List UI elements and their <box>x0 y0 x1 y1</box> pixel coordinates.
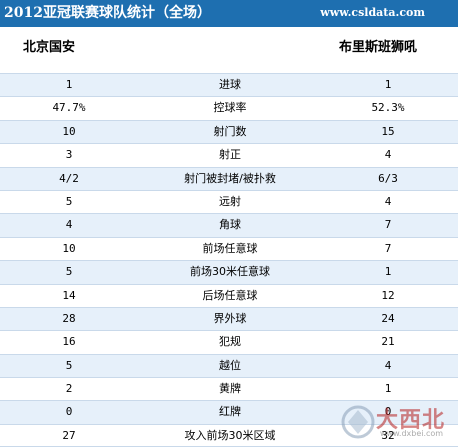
stat-label: 角球 <box>219 218 241 232</box>
table-row: 28 界外球 24 <box>0 306 458 331</box>
right-value: 21 <box>381 335 395 349</box>
right-value: 12 <box>381 288 395 302</box>
stat-label: 射正 <box>219 148 241 162</box>
left-value: 5 <box>65 358 73 372</box>
table-row: 2 黄牌 1 <box>0 377 458 400</box>
table-row: 47.7% 控球率 52.3% <box>0 96 458 119</box>
right-value: 7 <box>384 241 392 255</box>
stat-label: 犯规 <box>219 335 241 349</box>
stat-label: 进球 <box>219 78 241 91</box>
right-value: 24 <box>381 311 395 325</box>
stat-label: 黄牌 <box>219 382 241 396</box>
watermark-url: www.dxbei.com <box>380 429 444 438</box>
table-row: 10 前场任意球 7 <box>0 236 458 260</box>
right-value: 7 <box>384 218 392 232</box>
stat-label: 控球率 <box>213 101 247 115</box>
watermark-emblem-icon <box>341 405 375 439</box>
watermark-text: 大西北 <box>376 408 446 433</box>
left-value: 27 <box>62 428 76 442</box>
right-value: 4 <box>384 148 392 162</box>
table-row: 5 远射 4 <box>0 189 458 213</box>
left-value: 10 <box>62 124 76 138</box>
left-value: 5 <box>65 194 73 208</box>
right-value: 1 <box>384 78 392 91</box>
right-value: 1 <box>384 382 392 396</box>
table-row: 5 前场30米任意球 1 <box>0 260 458 284</box>
right-value: 15 <box>381 124 395 138</box>
team-right-name: 布里斯班狮吼 <box>339 40 418 55</box>
left-value: 16 <box>62 335 76 349</box>
table-row: 10 射门数 15 <box>0 119 458 144</box>
stat-label: 射门被封堵/被扑救 <box>184 171 276 185</box>
watermark-logo: 大西北 www.dxbei.com <box>340 402 452 440</box>
right-value: 4 <box>384 358 392 372</box>
stat-label: 攻入前场30米区域 <box>184 428 276 442</box>
stat-label: 越位 <box>219 358 241 372</box>
left-value: 14 <box>62 288 76 302</box>
table-row: 14 后场任意球 12 <box>0 283 458 307</box>
stats-table: 1 进球 1 47.7% 控球率 52.3% 10 射门数 15 3 射正 4 4/2 射门被封堵/被扑救… <box>0 73 458 447</box>
stat-label: 后场任意球 <box>202 288 258 302</box>
table-row: 4 角球 7 <box>0 213 458 237</box>
left-value: 10 <box>62 241 76 255</box>
left-value: 3 <box>65 148 73 162</box>
stat-label: 红牌 <box>219 405 241 419</box>
right-value: 52.3% <box>371 101 405 115</box>
right-value: 4 <box>384 194 392 208</box>
stat-label: 界外球 <box>213 311 247 325</box>
left-value: 4/2 <box>59 171 79 185</box>
left-value: 4 <box>65 218 73 232</box>
stat-label: 射门数 <box>213 124 247 138</box>
table-row: 16 犯规 21 <box>0 330 458 353</box>
right-value: 32 <box>381 428 395 442</box>
page-title: 2012亚冠联赛球队统计（全场） <box>4 5 211 21</box>
table-row: 4/2 射门被封堵/被扑救 6/3 <box>0 166 458 190</box>
stat-label: 前场30米任意球 <box>190 265 270 279</box>
left-value: 5 <box>65 265 73 279</box>
left-value: 0 <box>65 405 73 419</box>
left-value: 1 <box>65 78 73 91</box>
team-left-name: 北京国安 <box>23 40 76 55</box>
table-row: 5 越位 4 <box>0 353 458 378</box>
right-value: 0 <box>384 405 392 419</box>
table-row: 1 进球 1 <box>0 73 458 97</box>
title-bar: 2012亚冠联赛球队统计（全场） www.csldata.com <box>0 0 458 27</box>
left-value: 47.7% <box>52 101 86 115</box>
left-value: 2 <box>65 382 73 396</box>
stat-label: 远射 <box>219 194 241 208</box>
site-url: www.csldata.com <box>320 6 425 19</box>
table-row: 3 射正 4 <box>0 143 458 166</box>
right-value: 6/3 <box>378 171 398 185</box>
right-value: 1 <box>384 265 392 279</box>
stat-label: 前场任意球 <box>202 241 258 255</box>
left-value: 28 <box>62 311 76 325</box>
